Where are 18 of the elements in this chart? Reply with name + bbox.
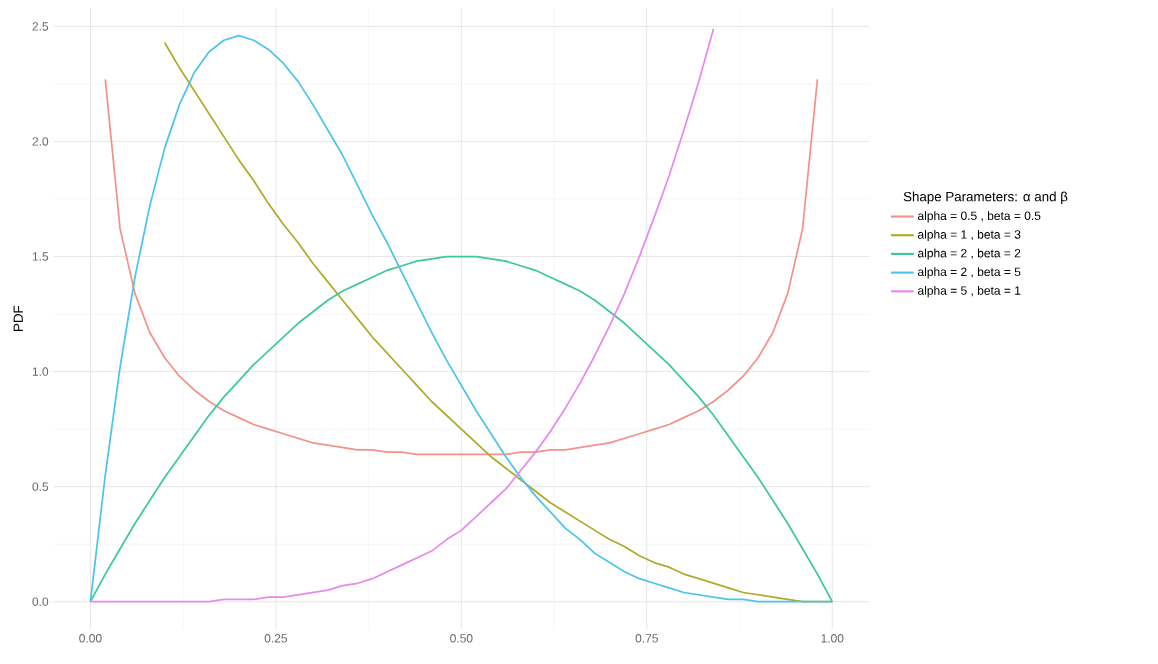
legend-label: alpha = 1 , beta = 3 bbox=[917, 229, 1021, 242]
y-tick-label: 1.0 bbox=[32, 367, 49, 376]
y-axis-title: PDF bbox=[13, 305, 23, 331]
legend-label: alpha = 2 , beta = 2 bbox=[917, 248, 1021, 260]
legend-label: alpha = 0.5 , beta = 0.5 bbox=[917, 211, 1041, 223]
y-tick-label: 1.5 bbox=[32, 252, 49, 261]
legend-label: alpha = 5 , beta = 1 bbox=[917, 285, 1021, 298]
y-tick-label: 0.0 bbox=[32, 597, 49, 606]
x-tick-label: 0.50 bbox=[450, 634, 473, 643]
x-tick-label: 1.00 bbox=[821, 634, 844, 643]
legend-label: alpha = 2 , beta = 5 bbox=[917, 267, 1021, 279]
x-tick-label: 0.75 bbox=[635, 634, 658, 643]
y-tick-label: 2.0 bbox=[32, 137, 49, 146]
x-tick-label: 0.25 bbox=[264, 634, 288, 643]
y-tick-label: 2.5 bbox=[32, 22, 49, 31]
legend-title: Shape Parameters: α and β bbox=[903, 191, 1068, 204]
y-tick-label: 0.5 bbox=[32, 482, 49, 491]
x-tick-label: 0.00 bbox=[79, 634, 102, 643]
